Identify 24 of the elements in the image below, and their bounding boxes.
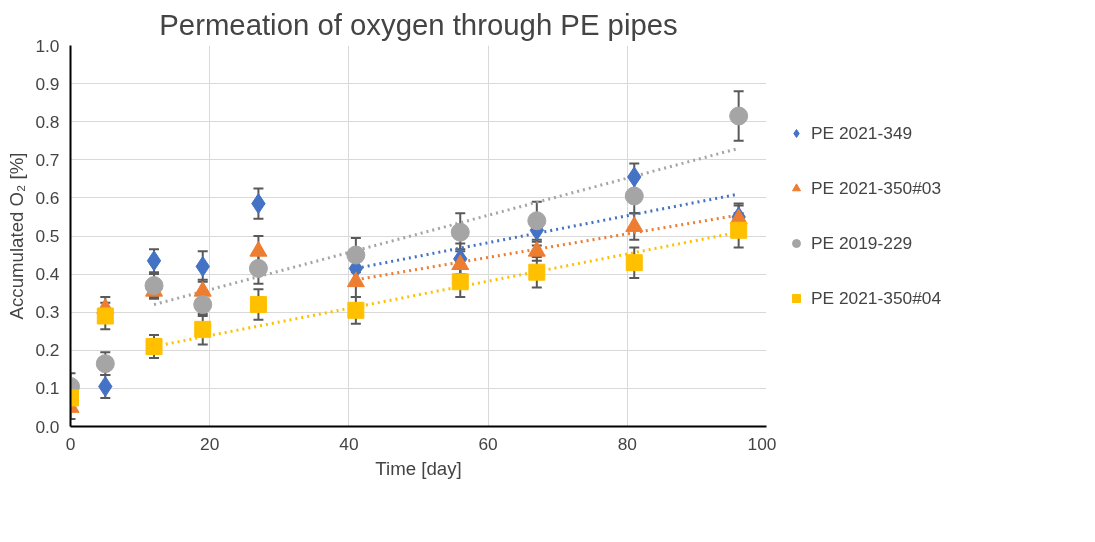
y-axis-title: Accumulated O₂ [%] <box>6 152 28 320</box>
x-tick-label: 0 <box>65 433 76 454</box>
legend-label: PE 2019-229 <box>811 232 913 254</box>
y-tick-label: 0.2 <box>35 340 60 361</box>
y-tick-label: 0.9 <box>35 73 60 94</box>
legend-label: PE 2021-350#03 <box>811 177 942 199</box>
chart-title: Permeation of oxygen through PE pipes <box>159 7 678 41</box>
y-tick-label: 0.8 <box>35 111 60 132</box>
legend-label: PE 2021-350#04 <box>811 287 942 309</box>
y-tick-label: 0.1 <box>35 378 60 399</box>
x-tick-label: 80 <box>617 433 637 454</box>
x-tick-label: 60 <box>478 433 498 454</box>
x-tick-label: 100 <box>747 433 777 454</box>
x-tick-label: 40 <box>339 433 359 454</box>
y-tick-label: 0.3 <box>35 302 60 323</box>
y-tick-label: 0.5 <box>35 226 60 246</box>
x-tick-label: 20 <box>200 433 220 454</box>
y-tick-label: 0.6 <box>35 187 60 208</box>
y-tick-label: 0.0 <box>35 416 60 437</box>
y-tick-label: 0.7 <box>35 149 60 170</box>
x-axis-title: Time [day] <box>375 457 462 479</box>
legend-label: PE 2021-349 <box>811 122 913 144</box>
y-tick-label: 0.4 <box>35 264 60 285</box>
y-tick-label: 1.0 <box>35 35 60 56</box>
